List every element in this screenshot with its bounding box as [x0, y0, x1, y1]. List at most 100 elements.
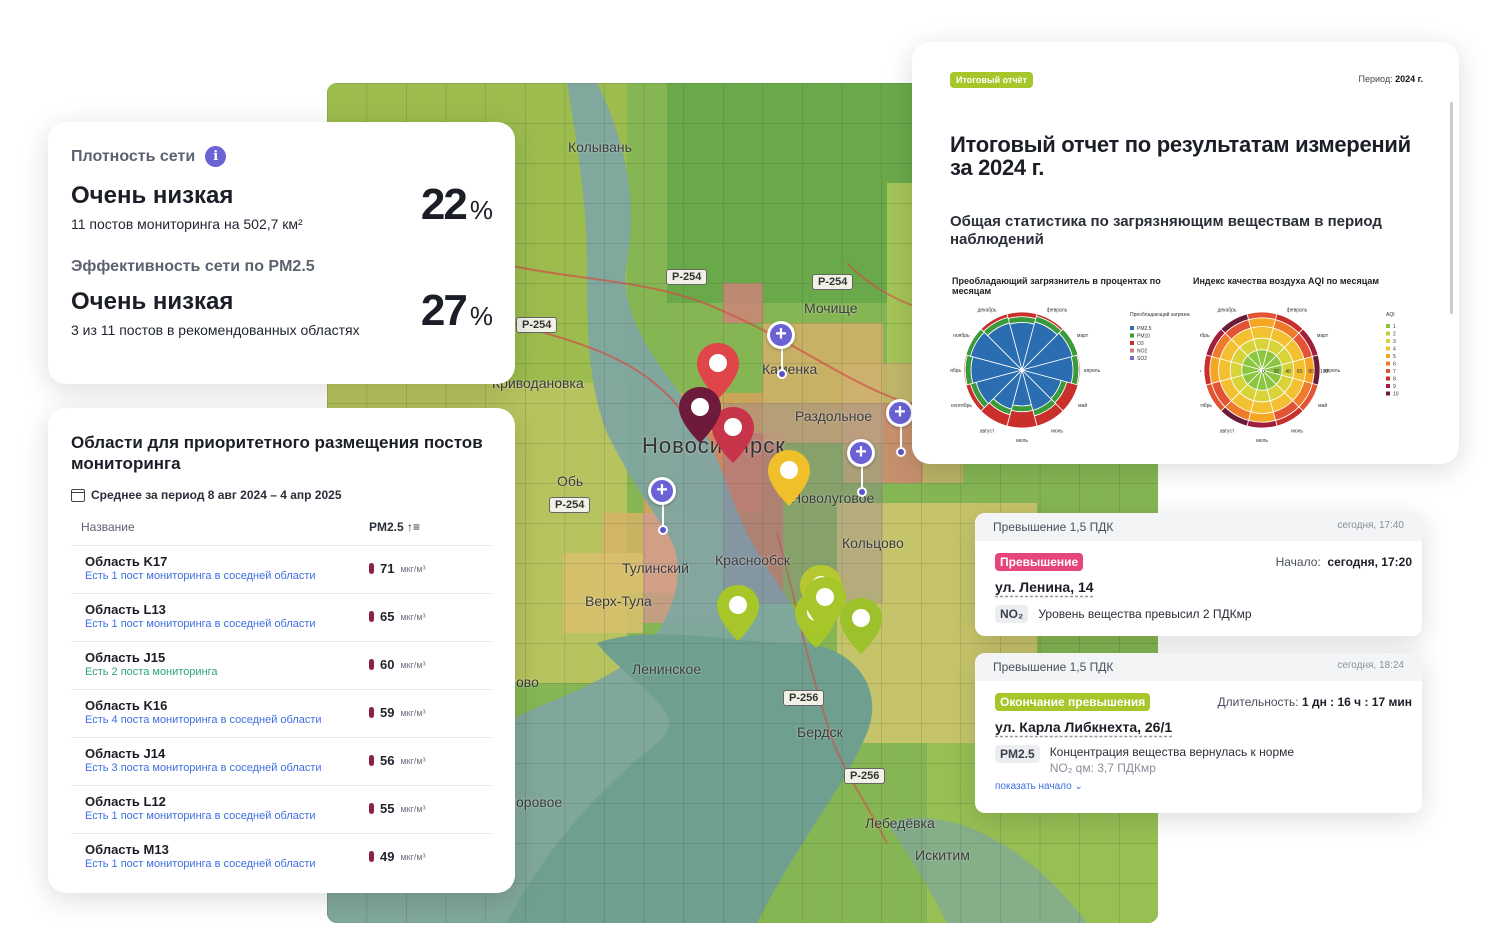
alert-submessage: NO₂ qм: 3,7 ПДКмр — [1049, 761, 1156, 775]
map-marker-crimson[interactable] — [710, 405, 756, 465]
month-label: июнь — [1291, 429, 1303, 435]
column-pm25[interactable]: PM2.5 ↑≡ — [368, 520, 420, 534]
level-indicator — [369, 851, 374, 862]
marker-dot — [857, 487, 867, 497]
month-label: сентябрь — [951, 403, 973, 409]
table-row[interactable]: Область M13 Есть 1 пост мониторинга в сос… — [71, 833, 492, 881]
table-row[interactable]: Область L13 Есть 1 пост мониторинга в сос… — [71, 593, 492, 641]
add-post-button[interactable]: + — [648, 477, 676, 505]
legend-item: 4 — [1393, 347, 1396, 353]
info-icon[interactable]: i — [205, 146, 227, 167]
table-row[interactable]: Область L12 Есть 1 пост мониторинга в сос… — [71, 785, 492, 833]
map-marker-green[interactable] — [715, 583, 761, 643]
map-label: Ленинское — [632, 661, 702, 677]
chart2-title: Индекс качества воздуха AQI по месяцам — [1193, 276, 1380, 286]
month-label: июнь — [1051, 429, 1063, 435]
add-post-button[interactable]: + — [886, 399, 914, 427]
sort-icon[interactable]: ↑≡ — [406, 520, 420, 534]
show-start-link[interactable]: показать начало ⌄ — [995, 781, 1083, 792]
alert-address[interactable]: ул. Карла Либкнехта, 26/1 — [995, 719, 1173, 735]
map-label: ово — [516, 674, 539, 690]
add-post-button[interactable]: + — [767, 321, 795, 349]
area-name: Область L12 — [85, 794, 166, 809]
legend-swatch — [1386, 369, 1390, 373]
table-row[interactable]: Область K17 Есть 1 пост мониторинга в сос… — [71, 545, 492, 593]
area-description[interactable]: Есть 4 поста мониторинга в соседней обла… — [85, 714, 322, 726]
area-name: Область M13 — [85, 842, 169, 857]
legend-item: 6 — [1393, 362, 1396, 368]
marker-dot — [777, 369, 787, 379]
aqi-polar-chart: январьфевральмартапрельмайиюньиюльавгуст… — [1200, 307, 1399, 444]
legend-swatch — [1386, 376, 1390, 381]
map-label: Бердск — [797, 724, 843, 740]
table-row[interactable]: Область J15 Есть 2 поста мониторинга 60 мкг… — [71, 641, 492, 689]
legend-item: 8 — [1393, 377, 1396, 383]
alert-address[interactable]: ул. Ленина, 14 — [995, 579, 1094, 595]
density-level: Очень низкая — [71, 182, 234, 209]
pm25-value: 59 мкг/м³ — [369, 705, 426, 720]
calendar-icon — [71, 488, 85, 502]
month-label: декабрь — [1217, 307, 1236, 313]
map-label: Обь — [557, 473, 584, 489]
pm25-value: 60 мкг/м³ — [369, 657, 426, 672]
legend-swatch — [1130, 326, 1134, 330]
area-description[interactable]: Есть 1 пост мониторинга в соседней облас… — [85, 810, 316, 822]
map-marker-green[interactable] — [802, 575, 848, 635]
level-indicator — [369, 755, 374, 766]
table-row[interactable]: Область K16 Есть 4 поста мониторинга в со… — [71, 689, 492, 737]
level-indicator — [369, 611, 374, 622]
map-label: Верх-Тула — [585, 593, 652, 609]
month-label: май — [1318, 402, 1327, 409]
area-description[interactable]: Есть 1 пост мониторинга в соседней облас… — [85, 618, 316, 630]
map-label: Тулинский — [622, 560, 689, 576]
scrollbar[interactable] — [1450, 102, 1453, 314]
alert-card[interactable]: Превышение 1,5 ПДК сегодня, 17:40 Превыше… — [975, 513, 1422, 636]
alert-duration: Длительность: 1 дн : 16 ч : 17 мин — [1217, 695, 1413, 709]
table-row[interactable]: Область J14 Есть 3 поста мониторинга в со… — [71, 737, 492, 785]
month-label: август — [1220, 429, 1235, 435]
period-selector[interactable]: Среднее за период 8 авг 2024 – 4 апр 202… — [71, 488, 492, 502]
road-sign: Р-254 — [516, 317, 558, 333]
add-post-button[interactable]: + — [847, 439, 875, 467]
legend-swatch — [1386, 346, 1390, 351]
month-label: март — [1317, 333, 1329, 339]
map-marker-red[interactable] — [695, 341, 741, 401]
efficiency-desc: 3 из 11 постов в рекомендованных областя… — [71, 322, 360, 338]
pollutant-polar-chart: январьфевральмартапрельмайиюньиюльавгуст… — [950, 307, 1190, 444]
density-heading: Плотность сети i — [71, 146, 492, 167]
alert-header: Превышение 1,5 ПДК сегодня, 18:24 — [975, 653, 1422, 681]
area-description[interactable]: Есть 2 поста мониторинга — [85, 666, 218, 678]
status-badge: Окончание превышения — [995, 693, 1151, 711]
area-description[interactable]: Есть 3 поста мониторинга в соседней обла… — [85, 762, 322, 774]
month-label: октябрь — [950, 368, 962, 374]
areas-list: Область K17 Есть 1 пост мониторинга в сос… — [71, 545, 492, 881]
radial-tick: 40 — [1285, 369, 1291, 375]
legend-title: AQI — [1386, 312, 1395, 318]
pollutant-chip: NO₂ — [995, 605, 1029, 623]
report-title: Итоговый отчет по результатам измерений … — [950, 132, 1411, 180]
alert-card[interactable]: Превышение 1,5 ПДК сегодня, 18:24 Окончан… — [975, 653, 1422, 813]
efficiency-level: Очень низкая — [71, 288, 234, 315]
pm25-value: 55 мкг/м³ — [369, 801, 426, 816]
area-description[interactable]: Есть 1 пост мониторинга в соседней облас… — [85, 858, 316, 870]
month-label: ноябрь — [1200, 333, 1210, 339]
legend-title: Преобладающий загрязнитель — [1130, 311, 1190, 318]
density-title: Плотность сети — [71, 147, 196, 165]
legend-item: 3 — [1393, 339, 1396, 345]
map-marker-yellow[interactable] — [766, 448, 812, 508]
legend-swatch — [1386, 391, 1390, 396]
radial-tick: 100 — [1320, 369, 1329, 375]
month-label: май — [1078, 402, 1087, 409]
area-description[interactable]: Есть 1 пост мониторинга в соседней облас… — [85, 570, 316, 582]
level-indicator — [369, 803, 374, 814]
polar-segment — [980, 313, 1009, 333]
map-marker-dark[interactable] — [677, 385, 723, 445]
pm25-value: 71 мкг/м³ — [369, 561, 426, 576]
month-label: апрель — [1084, 368, 1101, 374]
map-marker-green[interactable] — [838, 596, 884, 656]
efficiency-title: Эффективность сети по PM2.5 — [71, 258, 315, 275]
marker-dot — [896, 447, 906, 457]
legend-swatch — [1386, 384, 1390, 388]
level-indicator — [369, 659, 374, 670]
density-desc: 11 постов мониторинга на 502,7 км² — [71, 216, 303, 232]
